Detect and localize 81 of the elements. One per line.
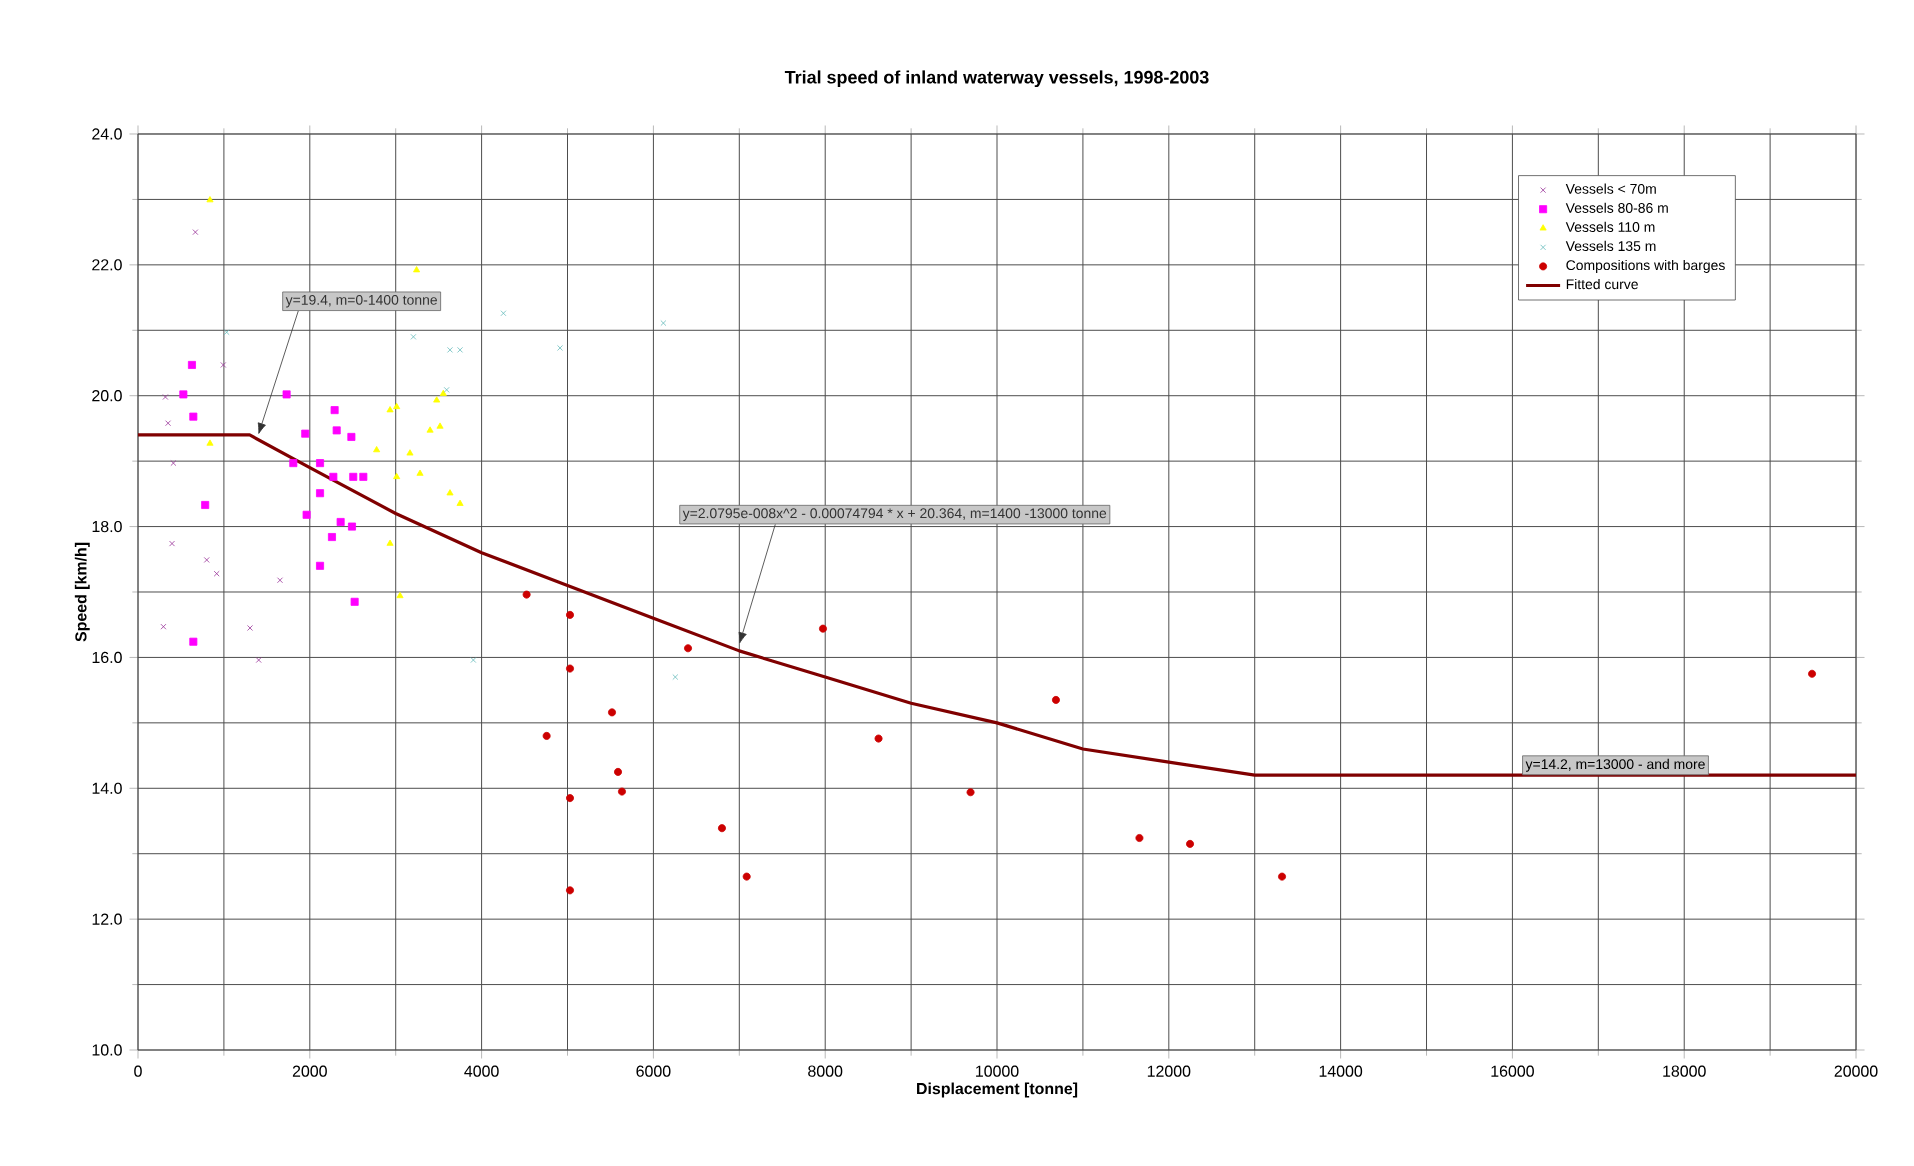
point (327, 533, 336, 542)
point (416, 469, 424, 476)
point (255, 657, 262, 663)
point (433, 396, 441, 403)
point (672, 674, 679, 680)
point (966, 788, 975, 797)
point (350, 597, 359, 606)
point (608, 708, 616, 717)
point (373, 446, 381, 453)
point (393, 402, 401, 410)
point (206, 439, 214, 446)
point (566, 794, 574, 803)
point (406, 449, 414, 456)
point (522, 590, 531, 599)
point (386, 539, 394, 546)
point (220, 362, 227, 368)
point (160, 623, 167, 630)
point (393, 472, 401, 480)
point (187, 360, 196, 369)
point (316, 561, 325, 570)
point (684, 644, 693, 653)
point (557, 345, 563, 351)
point (347, 522, 356, 531)
point (447, 346, 453, 353)
point (426, 426, 434, 433)
point (169, 540, 175, 547)
point (213, 570, 220, 577)
point (1051, 695, 1060, 704)
point (223, 329, 230, 336)
point (162, 394, 169, 400)
line-series (138, 433, 1857, 777)
point (329, 472, 338, 481)
point (410, 333, 417, 340)
point (1186, 839, 1195, 848)
point (282, 390, 291, 399)
point (1135, 834, 1144, 842)
point (330, 406, 339, 415)
point (542, 731, 551, 740)
point (336, 518, 345, 526)
point (189, 412, 198, 421)
point (436, 422, 444, 429)
point (206, 196, 214, 203)
point (302, 510, 311, 519)
point (179, 390, 188, 399)
point (396, 591, 404, 599)
chart-title: Trial speed of inland waterway vessels, 1998-2003 (784, 70, 1209, 88)
point (566, 886, 574, 895)
point (614, 767, 622, 776)
point (818, 624, 827, 633)
point (1278, 872, 1287, 881)
point (349, 472, 358, 481)
point (201, 500, 210, 509)
point (470, 657, 477, 663)
point (316, 459, 325, 468)
point (247, 625, 253, 631)
point (742, 872, 751, 881)
point (316, 489, 325, 498)
point (170, 460, 177, 467)
point (192, 229, 199, 236)
point (874, 734, 883, 743)
point (359, 472, 368, 481)
point (289, 459, 298, 468)
point (332, 426, 341, 435)
point (566, 664, 574, 673)
point (347, 432, 356, 441)
point (457, 346, 463, 353)
point (189, 637, 198, 646)
point (1808, 669, 1817, 678)
point (446, 489, 454, 496)
point (386, 406, 394, 413)
point (500, 310, 507, 317)
point (301, 429, 310, 438)
point (413, 266, 421, 273)
point (203, 557, 210, 563)
point (660, 320, 667, 327)
point (277, 577, 283, 584)
point (617, 787, 626, 796)
point (566, 610, 574, 619)
point (456, 499, 464, 506)
point (165, 420, 171, 427)
point (717, 824, 726, 833)
